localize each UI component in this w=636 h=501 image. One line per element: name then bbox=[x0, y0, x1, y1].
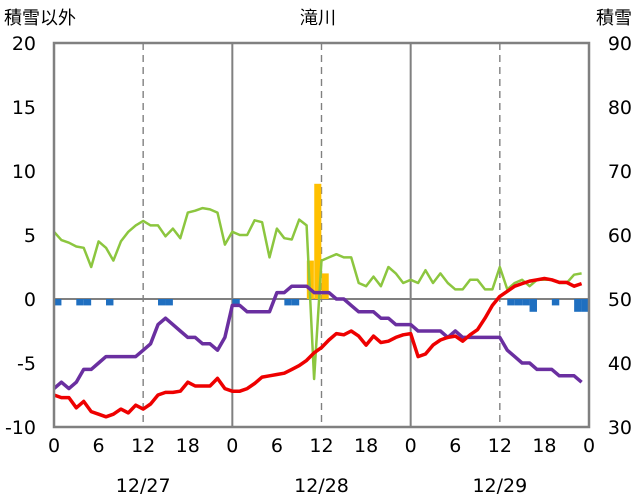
right-y-tick-label: 70 bbox=[608, 161, 632, 183]
precip_marker-bar bbox=[522, 299, 530, 306]
right-y-tick-label: 50 bbox=[608, 289, 632, 311]
chart-title: 滝川 bbox=[300, 8, 336, 29]
precip_marker-bar bbox=[529, 299, 537, 312]
right-y-tick-label: 30 bbox=[608, 417, 632, 439]
date-label: 12/27 bbox=[116, 475, 171, 497]
left-y-tick-label: 20 bbox=[12, 33, 36, 55]
x-tick-label: 6 bbox=[93, 435, 105, 457]
snow_depth-line bbox=[53, 206, 582, 381]
left-y-tick-label: 0 bbox=[24, 289, 36, 311]
precip_marker-bar bbox=[574, 299, 582, 312]
precip_marker-bar bbox=[165, 299, 173, 306]
precip_marker-bar bbox=[581, 299, 589, 312]
precip_marker-bar bbox=[232, 299, 240, 306]
snowfall-bar bbox=[321, 273, 329, 299]
x-tick-label: 0 bbox=[583, 435, 595, 457]
precip_marker-bar bbox=[106, 299, 114, 306]
x-tick-label: 18 bbox=[176, 435, 200, 457]
x-tick-label: 0 bbox=[48, 435, 60, 457]
left-y-tick-label: 10 bbox=[12, 161, 36, 183]
date-label: 12/29 bbox=[472, 475, 527, 497]
right-y-tick-label: 40 bbox=[608, 353, 632, 375]
plot-frame bbox=[52, 41, 591, 429]
line-series bbox=[52, 206, 583, 419]
precip_marker-bar bbox=[83, 299, 92, 306]
precip_marker-bar bbox=[514, 299, 523, 306]
x-tick-label: 12 bbox=[488, 435, 512, 457]
right-y-tick-label: 90 bbox=[608, 33, 632, 55]
precip_marker-bar bbox=[54, 299, 62, 306]
left-y-tick-label: 15 bbox=[12, 97, 36, 119]
x-tick-label: 0 bbox=[405, 435, 417, 457]
right-y-tick-label: 60 bbox=[608, 225, 632, 247]
x-tick-label: 18 bbox=[532, 435, 556, 457]
x-tick-label: 12 bbox=[131, 435, 155, 457]
precip_marker-bar bbox=[291, 299, 300, 306]
wind-line bbox=[52, 284, 583, 391]
x-tick-label: 6 bbox=[449, 435, 461, 457]
left-y-tick-label: -5 bbox=[17, 353, 36, 375]
left-axis-label: 積雪以外 bbox=[4, 8, 76, 29]
left-y-tick-label: -10 bbox=[5, 417, 36, 439]
x-tick-label: 6 bbox=[271, 435, 283, 457]
left-y-tick-label: 5 bbox=[24, 225, 36, 247]
precip_marker-bar bbox=[284, 299, 292, 306]
snowfall-bar bbox=[314, 183, 322, 299]
grid-lines bbox=[54, 43, 589, 427]
x-tick-label: 18 bbox=[354, 435, 378, 457]
x-tick-label: 12 bbox=[309, 435, 333, 457]
date-label: 12/28 bbox=[294, 475, 349, 497]
precip_marker-bar bbox=[158, 299, 166, 306]
x-tick-label: 0 bbox=[226, 435, 238, 457]
precip_marker-bar bbox=[76, 299, 84, 306]
right-y-tick-label: 80 bbox=[608, 97, 632, 119]
right-axis-label: 積雪 bbox=[596, 8, 632, 29]
precip_marker-bar bbox=[507, 299, 515, 306]
temperature-line bbox=[53, 276, 583, 419]
precip_marker-bar bbox=[551, 299, 560, 306]
